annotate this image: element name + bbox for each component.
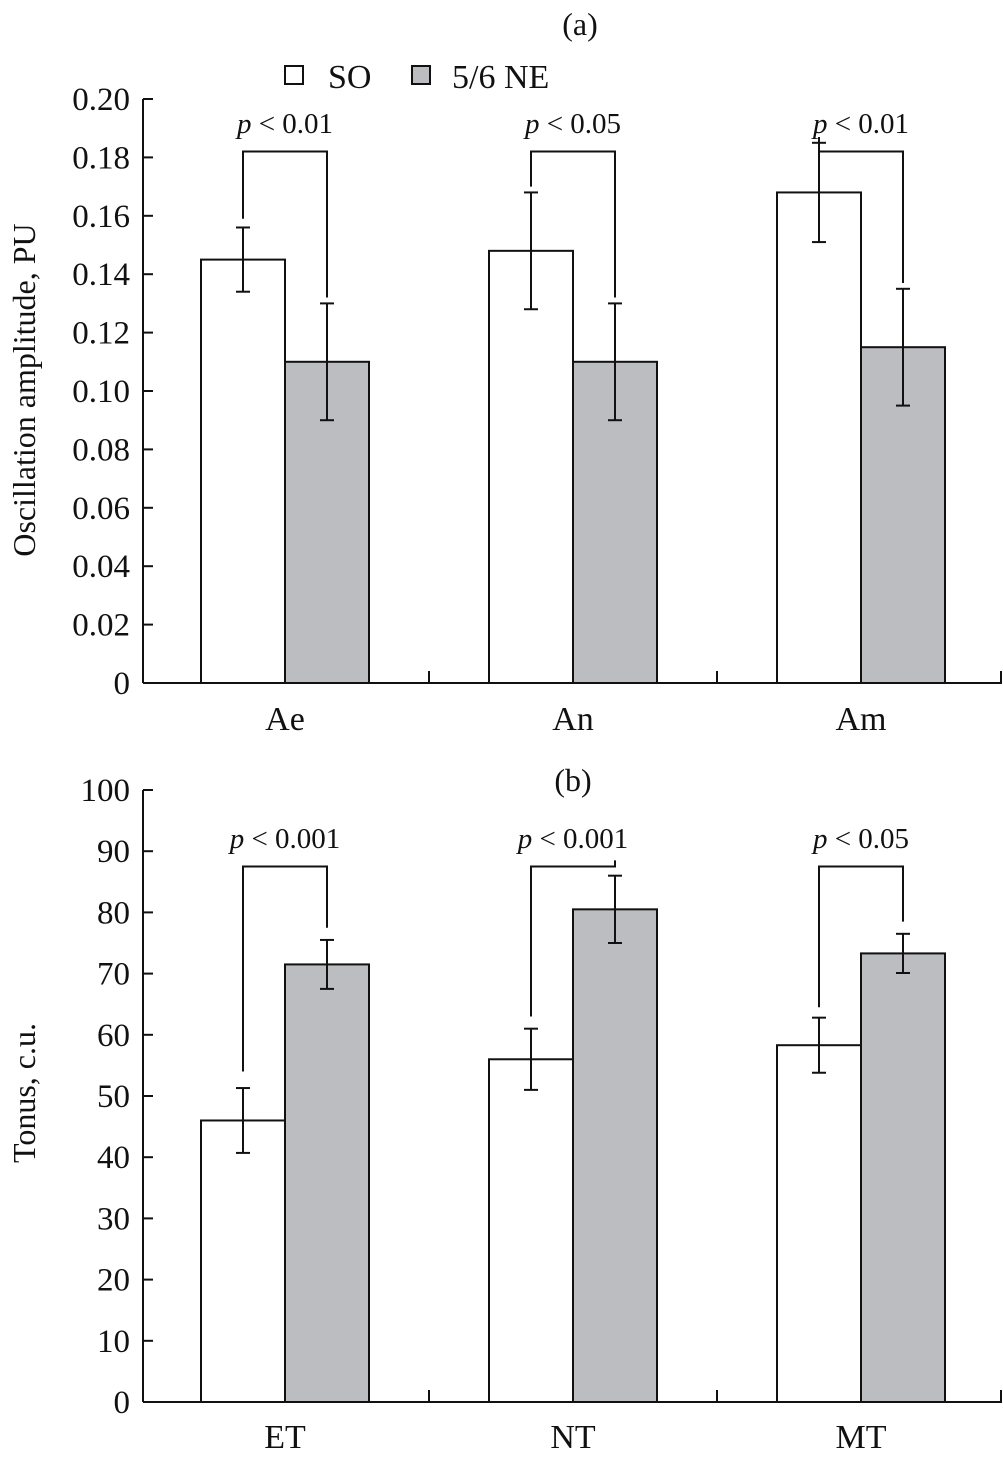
y-tick-label: 0 [114, 1385, 131, 1421]
y-axis-label: Tonus, c.u. [6, 1023, 42, 1163]
y-tick-label: 0.04 [72, 549, 130, 585]
bar [776, 191, 862, 684]
chart-title: (b) [554, 762, 591, 798]
bar [776, 1044, 862, 1403]
significance-bracket [530, 150, 616, 298]
y-tick-label: 50 [97, 1079, 130, 1115]
x-tick-label: Am [836, 701, 887, 738]
y-tick-label: 90 [97, 834, 130, 870]
p-symbol: p [516, 823, 533, 855]
y-tick-label: 80 [97, 895, 130, 931]
p-symbol: p [228, 823, 245, 855]
bar [284, 963, 370, 1403]
y-tick-label: 0.18 [72, 140, 130, 176]
significance-bracket [242, 865, 328, 1072]
bar [200, 1119, 286, 1403]
p-threshold: < 0.01 [251, 108, 333, 140]
chart-title: (a) [562, 6, 598, 42]
significance-bracket [530, 860, 616, 1017]
y-tick-label: 0.06 [72, 491, 130, 527]
significance-label: p < 0.01 [235, 108, 333, 140]
legend-label-ne: 5/6 NE [452, 59, 549, 96]
legend-swatch-ne [411, 65, 431, 85]
x-tick-label: Ae [265, 701, 305, 738]
y-axis-label: Oscillation amplitude, PU [6, 223, 42, 556]
x-tick-label: ET [264, 1419, 306, 1456]
chart-panel-a: (a) Oscillation amplitude, PU 0 0.02 0.04 0… [6, 6, 1002, 738]
significance-label: p < 0.01 [811, 108, 909, 140]
y-tick-label: 0.20 [72, 82, 130, 118]
y-tick-label: 0.10 [72, 374, 130, 410]
significance-label: p < 0.05 [811, 823, 909, 855]
p-threshold: < 0.05 [827, 823, 909, 855]
significance-label: p < 0.05 [523, 108, 621, 140]
p-symbol: p [811, 108, 828, 140]
p-threshold: < 0.001 [532, 823, 628, 855]
p-threshold: < 0.05 [539, 108, 621, 140]
y-tick-label: 100 [81, 773, 131, 809]
significance-label: p < 0.001 [228, 823, 341, 855]
y-tick-label: 60 [97, 1018, 130, 1054]
y-tick-label: 20 [97, 1263, 130, 1299]
y-tick-label: 0.12 [72, 316, 130, 352]
bar [488, 1058, 574, 1404]
y-tick-label: 0.16 [72, 199, 130, 235]
p-symbol: p [235, 108, 252, 140]
bar [200, 258, 286, 684]
significance-label: p < 0.001 [516, 823, 629, 855]
chart-panel-b: (b) Tonus, c.u. 0 10 20 30 40 50 60 70 80 90 100 ET… [6, 762, 1002, 1456]
p-threshold: < 0.001 [244, 823, 340, 855]
p-symbol: p [811, 823, 828, 855]
y-tick-label: 70 [97, 957, 130, 993]
y-tick-label: 10 [97, 1324, 130, 1360]
legend-label-so: SO [328, 59, 371, 96]
legend: SO 5/6 NE [284, 59, 549, 96]
significance-bracket [242, 150, 328, 298]
y-tick-label: 0 [114, 666, 131, 702]
bar [572, 908, 658, 1404]
bar [860, 952, 946, 1403]
p-symbol: p [523, 108, 540, 140]
y-tick-label: 0.08 [72, 432, 130, 468]
significance-bracket [818, 136, 904, 283]
y-tick-label: 40 [97, 1140, 130, 1176]
x-tick-label: NT [550, 1419, 596, 1456]
y-tick-label: 30 [97, 1201, 130, 1237]
bar [488, 249, 574, 684]
legend-swatch-so [284, 65, 304, 85]
significance-bracket [818, 865, 904, 1008]
x-tick-label: An [552, 701, 594, 738]
y-tick-label: 0.14 [72, 257, 130, 293]
x-tick-label: MT [836, 1419, 887, 1456]
p-threshold: < 0.01 [827, 108, 909, 140]
y-tick-label: 0.02 [72, 608, 130, 644]
